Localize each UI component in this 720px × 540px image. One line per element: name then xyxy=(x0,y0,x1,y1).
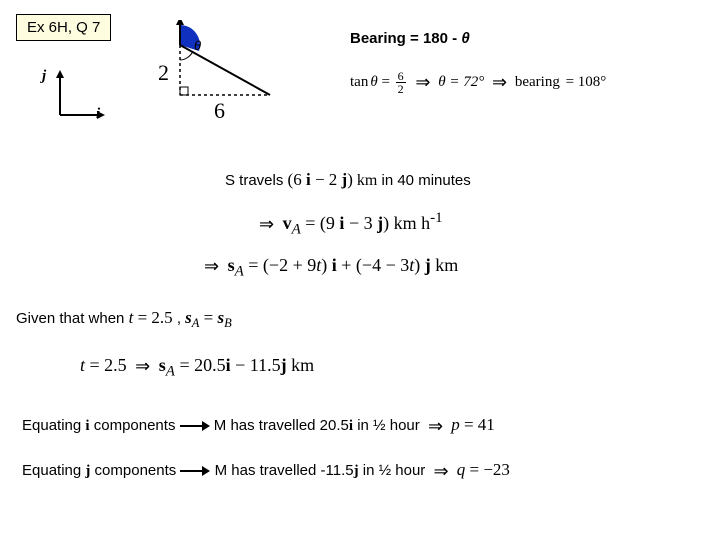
t-25-result: t = 2.5 ⇒ sA = 20.5i − 11.5j km xyxy=(80,355,314,381)
given-condition: Given that when t = 2.5 , sA = sB xyxy=(16,308,232,331)
arrow-icon xyxy=(180,420,210,432)
label-2: 2 xyxy=(158,60,169,86)
bearing-formula: Bearing = 180 - θ xyxy=(350,30,470,47)
equating-j-line: Equating j components M has travelled -1… xyxy=(22,460,510,482)
s-travels-line: S travels (6 i − 2 j) km in 40 minutes xyxy=(225,170,471,190)
i-label: i xyxy=(96,106,100,123)
position-a: ⇒ sA = (−2 + 9t) i + (−4 − 3t) j km xyxy=(200,255,458,281)
tan-equation: tanθ = 62 ⇒ θ = 72° ⇒ bearing = 108° xyxy=(350,70,606,95)
equating-i-line: Equating i components M has travelled 20… xyxy=(22,415,495,437)
theta-label: θ xyxy=(194,38,201,53)
label-6: 6 xyxy=(214,98,225,124)
velocity-a: ⇒ vA = (9 i − 3 j) km h-1 xyxy=(255,210,443,239)
j-label: j xyxy=(42,68,46,85)
arrow-icon xyxy=(180,465,210,477)
diagram: j i 2 6 θ xyxy=(40,20,280,140)
